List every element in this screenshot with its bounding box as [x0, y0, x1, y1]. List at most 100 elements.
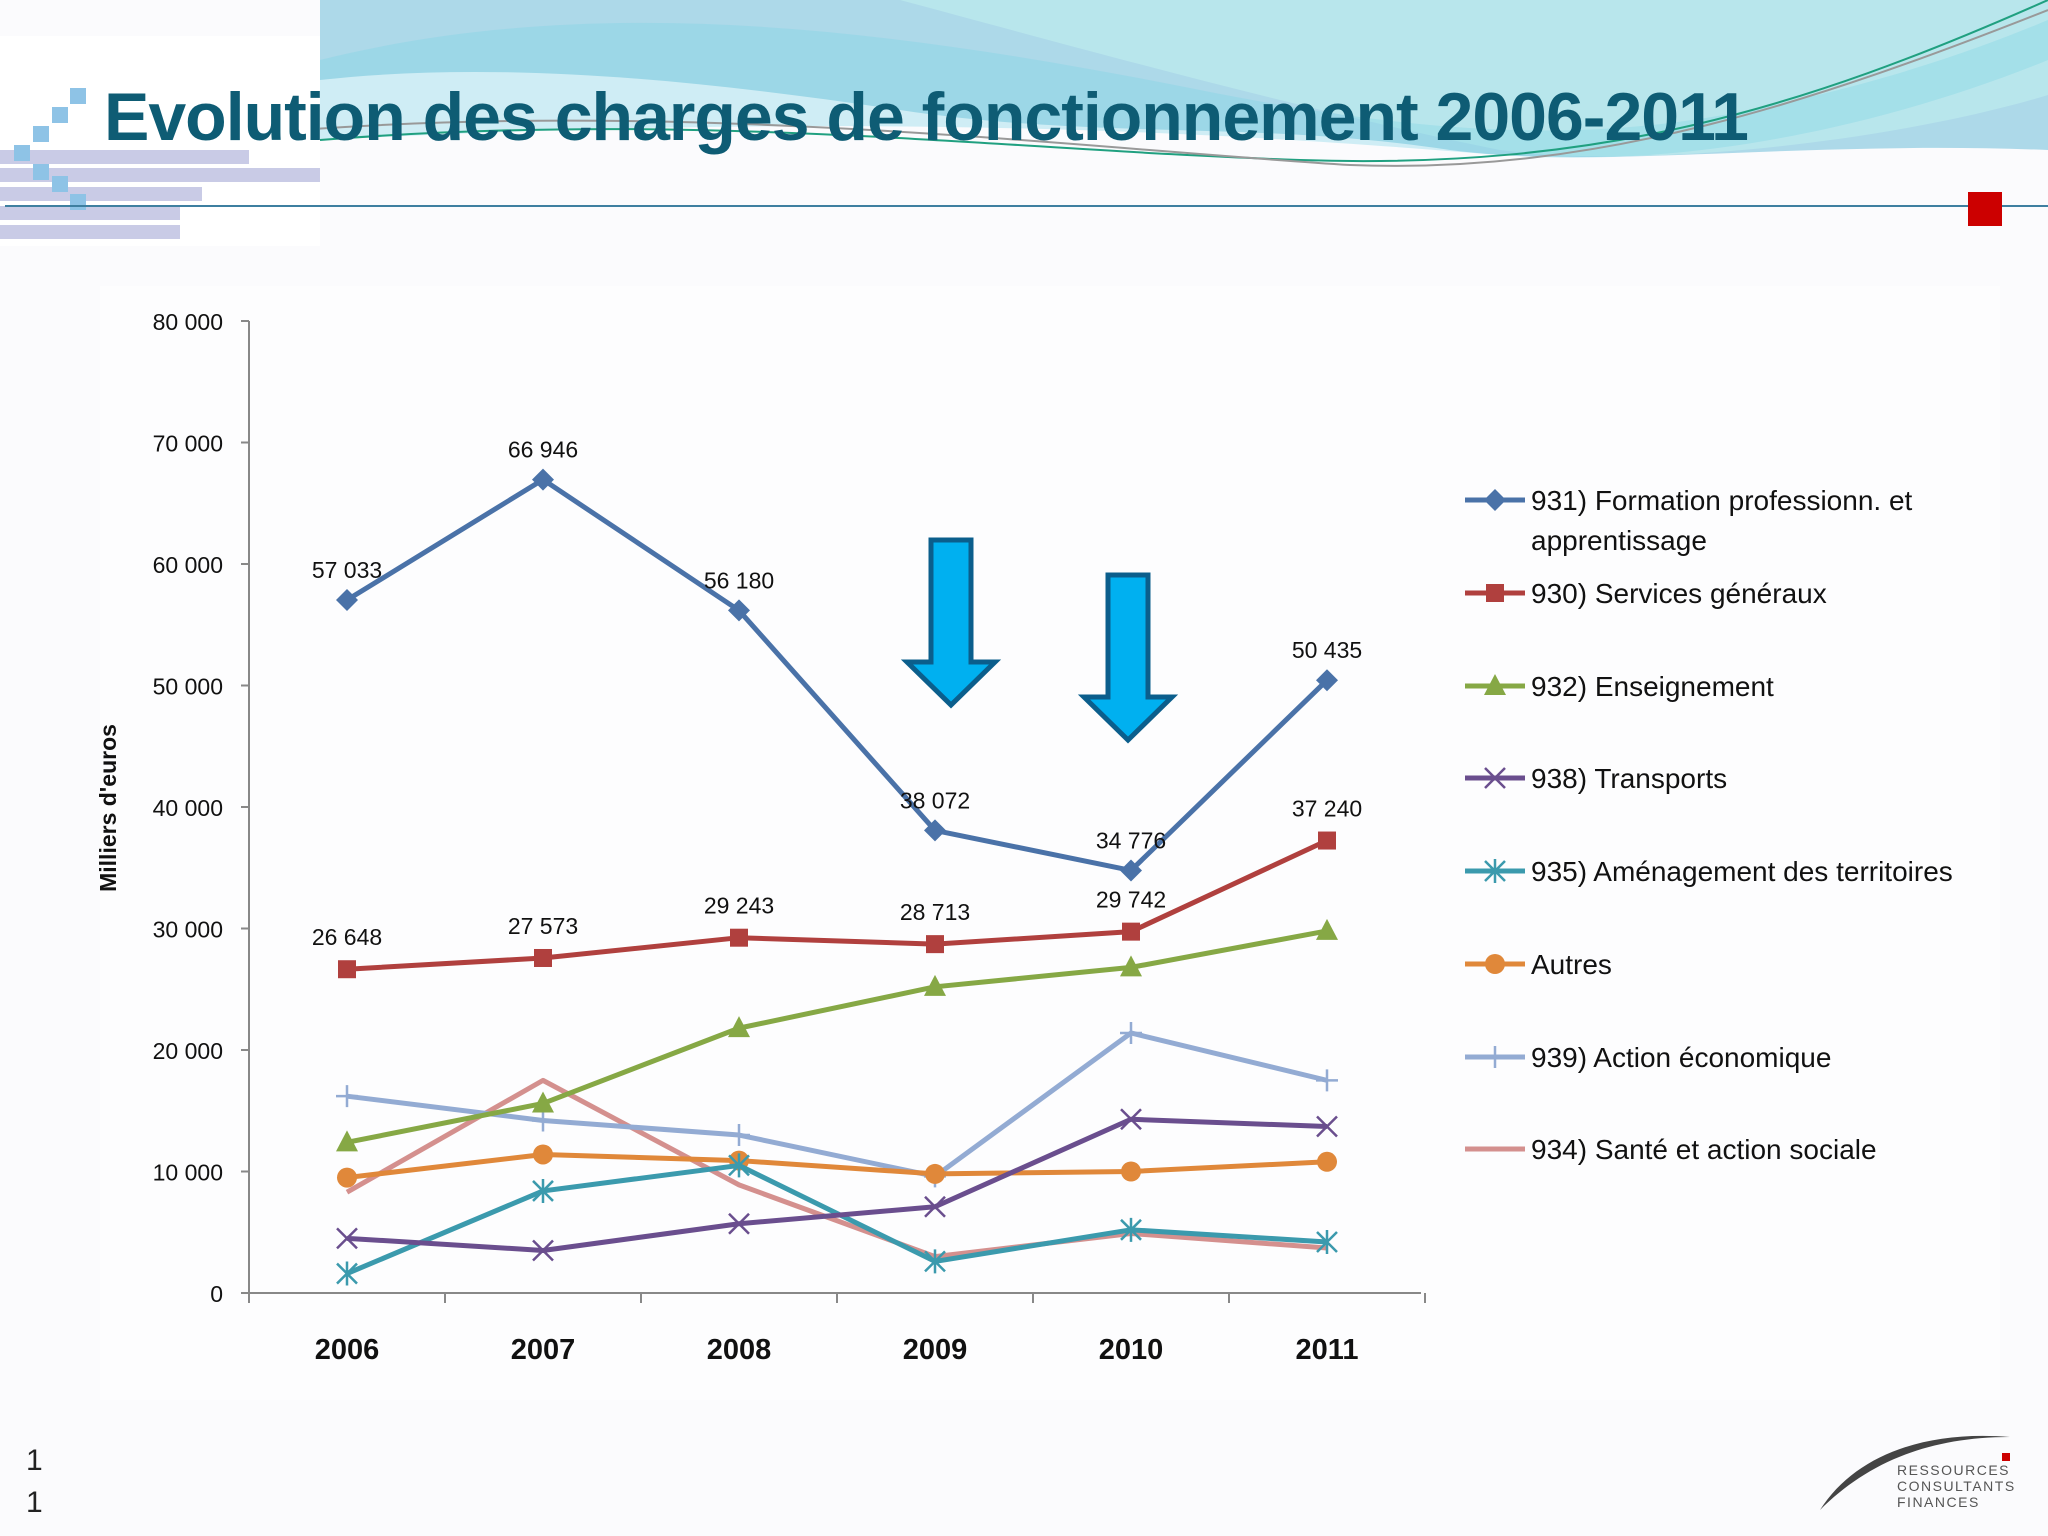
page-number-digit: 1: [26, 1444, 43, 1477]
y-tick-label: 40 000: [153, 795, 223, 821]
y-tick-label: 80 000: [153, 309, 223, 335]
slide-title: Evolution des charges de fonctionnement …: [104, 79, 1749, 155]
data-label: 29 243: [704, 893, 774, 919]
star-marker: [336, 1261, 358, 1286]
x-tick-label: 2006: [315, 1334, 380, 1366]
series-line: [346, 1151, 1328, 1181]
circle-marker: [337, 1167, 357, 1188]
square-marker: [534, 948, 552, 967]
series-line: [346, 1030, 1328, 1179]
legend-label: 932) Enseignement: [1531, 671, 1774, 702]
square-marker: [926, 935, 944, 954]
series-2: 26 648 27 573 29 243 28 713 29 742 37 240: [312, 796, 1362, 979]
series-4: [336, 1108, 1338, 1262]
legend-item: 931) Formation professionn. et apprentiss…: [1465, 485, 1913, 556]
diamond-marker: [728, 599, 750, 622]
data-label: 26 648: [312, 924, 382, 950]
data-label: 27 573: [508, 913, 578, 939]
legend-item: 932) Enseignement: [1465, 671, 1774, 702]
triangle-marker: [532, 1091, 554, 1113]
triangle-marker: [728, 1016, 750, 1038]
legend-item: 939) Action économique: [1465, 1042, 1831, 1073]
circle-marker: [1485, 954, 1505, 974]
x-tick-label: 2007: [511, 1334, 576, 1366]
logo-line: CONSULTANTS: [1897, 1478, 2016, 1494]
y-tick-label: 0: [210, 1281, 223, 1307]
x-marker: [1316, 1115, 1338, 1138]
plus-marker: [532, 1109, 554, 1132]
diamond-marker: [1484, 489, 1506, 511]
triangle-marker: [1316, 918, 1338, 940]
x-tick-label: 2009: [903, 1334, 968, 1366]
triangle-marker: [1484, 674, 1506, 695]
page-number-digit: 1: [26, 1486, 43, 1519]
legend-label: 934) Santé et action sociale: [1531, 1134, 1877, 1165]
data-label: 37 240: [1292, 796, 1362, 822]
plus-marker: [1484, 1046, 1506, 1068]
x-tick-label: 2010: [1099, 1334, 1164, 1366]
y-tick-label: 30 000: [153, 917, 223, 943]
diamond-marker: [1120, 859, 1142, 882]
diamond-marker: [924, 819, 946, 842]
y-tick-label: 60 000: [153, 552, 223, 578]
star-marker: [1120, 1217, 1142, 1242]
data-label: 38 072: [900, 787, 970, 813]
data-label: 66 946: [508, 437, 578, 463]
legend-label: Autres: [1531, 949, 1612, 980]
y-tick-label: 20 000: [153, 1038, 223, 1064]
series-line: [345, 477, 1329, 873]
series-line: [346, 1116, 1328, 1253]
star-marker: [924, 1249, 946, 1274]
circle-marker: [925, 1163, 945, 1184]
star-marker: [728, 1153, 750, 1178]
legend-item: 935) Aménagement des territoires: [1465, 856, 1953, 887]
series-1: 57 033 66 946 56 180 38 072 34 776 50 435: [312, 437, 1362, 882]
square-marker: [1318, 831, 1336, 850]
down-arrow-icon: [900, 537, 1002, 709]
logo-text: RESSOURCES CONSULTANTS FINANCES: [1897, 1462, 2016, 1510]
x-marker: [924, 1195, 946, 1218]
triangle-marker: [336, 1130, 358, 1152]
triangle-marker: [924, 974, 946, 996]
x-marker: [1484, 767, 1506, 789]
legend-item: 934) Santé et action sociale: [1465, 1134, 1877, 1165]
plus-marker: [1316, 1069, 1338, 1092]
series-3: [336, 918, 1338, 1152]
x-marker: [532, 1239, 554, 1262]
data-label: 57 033: [312, 557, 382, 583]
data-label: 56 180: [704, 567, 774, 593]
star-marker: [1316, 1229, 1338, 1254]
plus-marker: [728, 1124, 750, 1147]
plus-marker: [1120, 1021, 1142, 1044]
legend-label: 931) Formation professionn. et: [1531, 485, 1913, 516]
diamond-marker: [532, 468, 554, 491]
accent-square: [1968, 192, 2002, 226]
square-marker: [338, 960, 356, 979]
circle-marker: [1121, 1161, 1141, 1182]
square-marker: [1122, 922, 1140, 941]
circle-marker: [533, 1144, 553, 1165]
diamond-marker: [336, 589, 358, 612]
legend-label: 939) Action économique: [1531, 1042, 1831, 1073]
x-tick-label: 2008: [707, 1334, 772, 1366]
legend-label: 935) Aménagement des territoires: [1531, 856, 1953, 887]
x-tick-label: 2011: [1296, 1334, 1359, 1366]
data-label: 34 776: [1096, 827, 1166, 853]
logo-line: RESSOURCES: [1897, 1462, 2011, 1478]
y-tick-label: 50 000: [153, 674, 223, 700]
page-number: 1 1: [26, 1440, 46, 1524]
diamond-marker: [1316, 669, 1338, 692]
down-arrow-icon: [1077, 572, 1179, 744]
circle-marker: [1317, 1151, 1337, 1172]
series-8: [345, 1077, 1328, 1260]
company-logo: [1820, 1435, 2010, 1510]
data-label: 28 713: [900, 899, 970, 925]
legend-label: 938) Transports: [1531, 763, 1727, 794]
legend-item: 930) Services généraux: [1465, 578, 1827, 609]
square-marker: [730, 928, 748, 947]
series-line: [345, 1077, 1328, 1260]
logo-line: FINANCES: [1897, 1494, 1980, 1510]
legend-label: 930) Services généraux: [1531, 578, 1827, 609]
series-6: [337, 1144, 1337, 1188]
